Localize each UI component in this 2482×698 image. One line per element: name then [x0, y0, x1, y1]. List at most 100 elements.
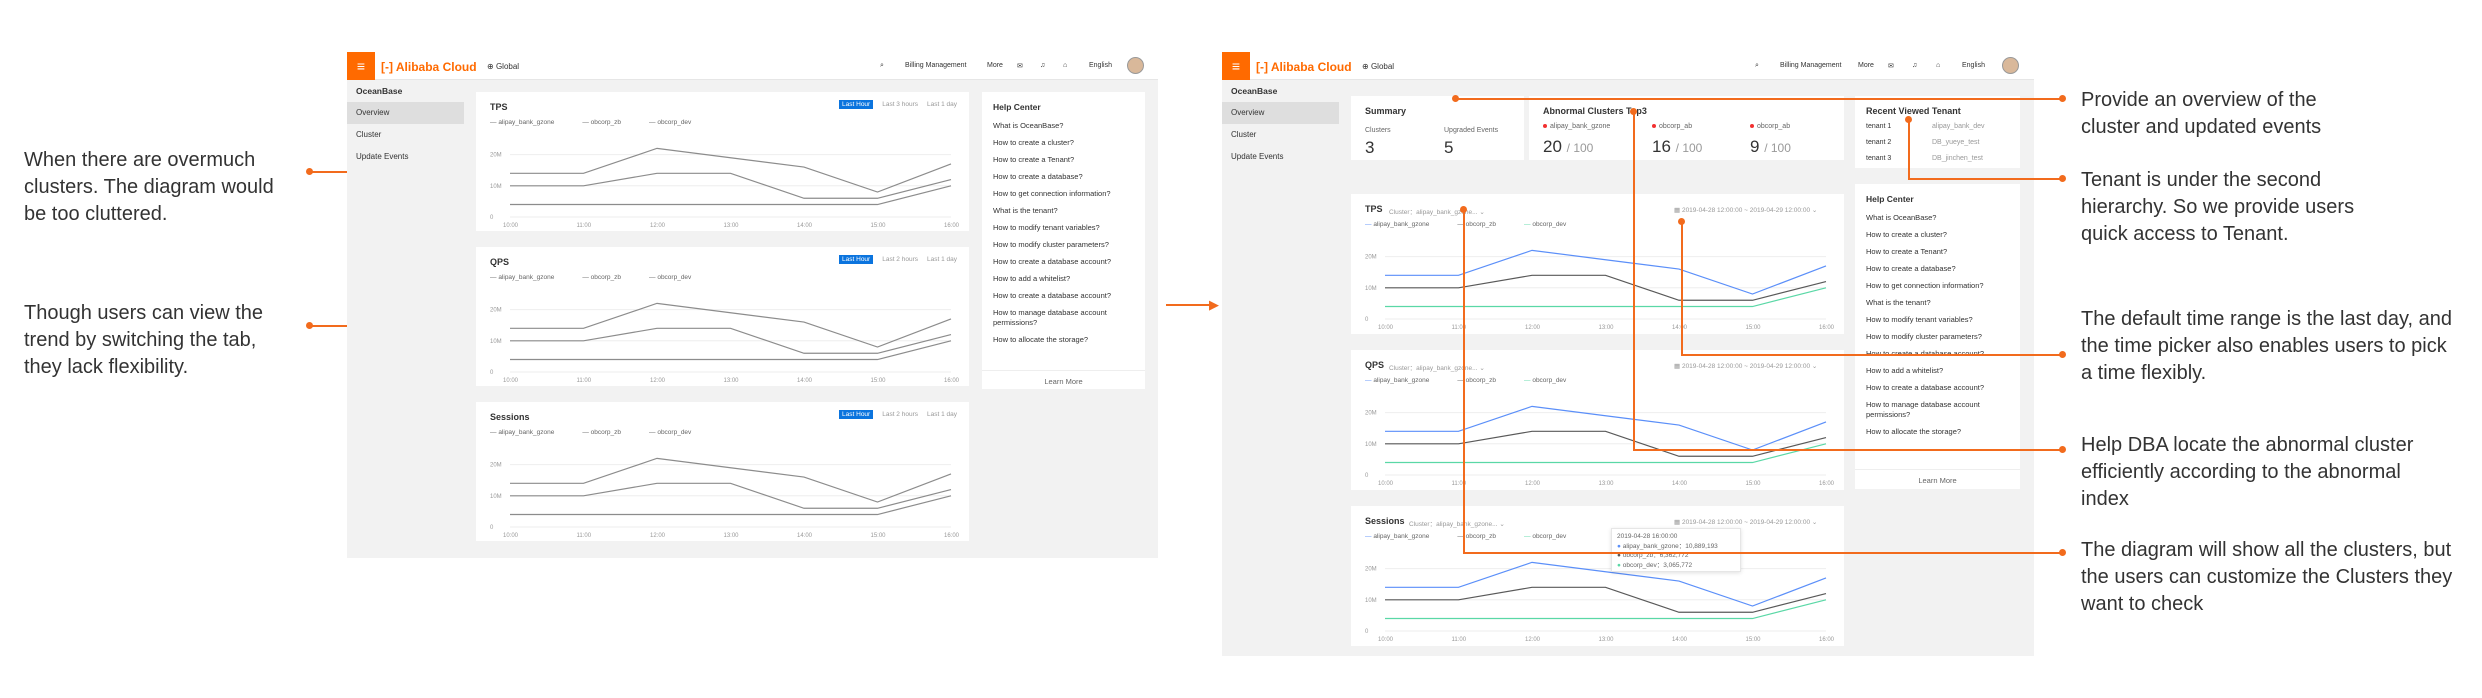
help-link[interactable]: How to create a cluster?	[993, 138, 1074, 147]
billing-link[interactable]: Billing Management	[905, 62, 967, 69]
region-selector[interactable]: ⊕ Global	[487, 62, 520, 71]
series-line-alipay-bank-gzone[interactable]	[510, 302, 952, 348]
sidebar-item-cluster[interactable]: Cluster	[356, 130, 382, 139]
menu-icon[interactable]: ≡	[1222, 52, 1250, 80]
sidebar-item-cluster[interactable]: Cluster	[1231, 130, 1257, 139]
menu-icon[interactable]: ≡	[347, 52, 375, 80]
tab-last-1-day[interactable]: Last 1 day	[927, 101, 957, 108]
help-link[interactable]: How to create a database?	[993, 172, 1083, 181]
series-line-obcorp-dev[interactable]	[1385, 443, 1827, 464]
help-link[interactable]: How to modify cluster parameters?	[1866, 332, 1982, 341]
language-link[interactable]: English	[1962, 62, 1985, 69]
cluster-select[interactable]: Cluster：alipay_bank_gzone... ⌄	[1389, 209, 1485, 216]
series-line-obcorp-zb[interactable]	[1385, 274, 1827, 301]
series-line-obcorp-dev[interactable]	[1385, 599, 1827, 620]
series-line-obcorp-dev[interactable]	[510, 185, 952, 206]
series-line-obcorp-zb[interactable]	[1385, 586, 1827, 613]
help-link[interactable]: How to create a database account?	[1866, 349, 2021, 359]
tab-last-1-day[interactable]: Last 1 day	[927, 411, 957, 418]
help-link[interactable]: How to modify cluster parameters?	[993, 240, 1109, 249]
bell-icon[interactable]: ♫	[1040, 62, 1046, 69]
language-link[interactable]: English	[1089, 62, 1112, 69]
avatar[interactable]	[1127, 57, 1144, 74]
help-link[interactable]: How to get connection information?	[993, 189, 1111, 198]
search-icon[interactable]: ⌕	[880, 62, 884, 69]
more-link[interactable]: More	[987, 62, 1003, 69]
tenant-link[interactable]: tenant 2	[1866, 139, 1892, 146]
help-link[interactable]: How to allocate the storage?	[1866, 427, 1962, 436]
abnormal-value: 16 / 100	[1652, 137, 1703, 156]
learn-more-link[interactable]: Learn More	[982, 370, 1145, 386]
series-line-obcorp-dev[interactable]	[510, 495, 952, 516]
tab-last-1-day[interactable]: Last 1 day	[927, 256, 957, 263]
sidebar-item-update-events[interactable]: Update Events	[356, 152, 409, 161]
tenant-link[interactable]: tenant 1	[1866, 123, 1892, 130]
series-line-obcorp-zb[interactable]	[510, 172, 952, 199]
help-link[interactable]: How to add a whitelist?	[1866, 366, 1944, 375]
help-link[interactable]: How to create a Tenant?	[993, 155, 1075, 164]
help-link[interactable]: What is the tenant?	[993, 206, 1058, 215]
tab-last-3-hours[interactable]: Last 3 hours	[882, 101, 918, 108]
avatar[interactable]	[2002, 57, 2019, 74]
series-line-alipay-bank-gzone[interactable]	[510, 147, 952, 193]
tenant-db[interactable]: DB_jinchen_test	[1932, 155, 1983, 162]
series-line-alipay-bank-gzone[interactable]	[1385, 249, 1827, 295]
mail-icon[interactable]: ✉	[1888, 63, 1894, 70]
help-link[interactable]: How to create a database account?	[993, 257, 1111, 266]
help-link[interactable]: How to allocate the storage?	[993, 335, 1089, 344]
region-selector[interactable]: ⊕ Global	[1362, 62, 1395, 71]
help-link[interactable]: How to create a cluster?	[1866, 230, 1947, 239]
series-line-alipay-bank-gzone[interactable]	[510, 457, 952, 503]
learn-more-link[interactable]: Learn More	[1855, 469, 2020, 485]
abnormal-item[interactable]: obcorp_ab	[1750, 123, 1790, 130]
home-icon[interactable]: ⌂	[1063, 62, 1068, 69]
bell-icon[interactable]: ♫	[1912, 62, 1918, 69]
tenant-link[interactable]: tenant 3	[1866, 155, 1892, 162]
series-line-obcorp-dev[interactable]	[1385, 287, 1827, 308]
series-line-obcorp-zb[interactable]	[510, 327, 952, 354]
help-link[interactable]: How to manage database account permissio…	[993, 308, 1107, 327]
billing-link[interactable]: Billing Management	[1780, 62, 1842, 69]
series-line-obcorp-zb[interactable]	[510, 482, 952, 509]
help-link[interactable]: What is the tenant?	[1866, 298, 1931, 307]
mail-icon[interactable]: ✉	[1017, 63, 1023, 70]
tab-last-2-hours[interactable]: Last 2 hours	[882, 411, 918, 418]
annotation-dot	[2059, 175, 2066, 182]
help-link[interactable]: How to create a database?	[1866, 264, 1956, 273]
clusters-value[interactable]: 3	[1365, 138, 1375, 157]
tenant-db[interactable]: DB_yueye_test	[1932, 139, 1980, 146]
help-link[interactable]: How to modify tenant variables?	[1866, 315, 1973, 324]
tab-last-hour[interactable]: Last Hour	[839, 410, 874, 419]
tab-last-2-hours[interactable]: Last 2 hours	[882, 256, 918, 263]
help-link[interactable]: How to modify tenant variables?	[993, 223, 1100, 232]
sidebar-item-overview[interactable]: Overview	[347, 102, 464, 124]
cluster-select[interactable]: Cluster：alipay_bank_gzone... ⌄	[1389, 365, 1485, 372]
help-link[interactable]: How to get connection information?	[1866, 281, 1984, 290]
time-picker[interactable]: ▦ 2019-04-28 12:00:00 ~ 2019-04-29 12:00…	[1674, 519, 1818, 526]
time-picker[interactable]: ▦ 2019-04-28 12:00:00 ~ 2019-04-29 12:00…	[1674, 363, 1818, 370]
help-link[interactable]: How to create a Tenant?	[1866, 247, 1948, 256]
help-link[interactable]: How to create a database account?	[993, 291, 1111, 300]
help-link[interactable]: How to add a whitelist?	[993, 274, 1071, 283]
abnormal-item[interactable]: obcorp_ab	[1652, 123, 1692, 130]
series-line-obcorp-zb[interactable]	[1385, 430, 1827, 457]
series-line-obcorp-dev[interactable]	[510, 340, 952, 361]
help-link[interactable]: What is OceanBase?	[993, 121, 1064, 130]
abnormal-item[interactable]: alipay_bank_gzone	[1543, 123, 1610, 130]
search-icon[interactable]: ⌕	[1755, 62, 1759, 69]
help-link[interactable]: What is OceanBase?	[1866, 213, 1937, 222]
tenant-db[interactable]: alipay_bank_dev	[1932, 123, 1985, 130]
legend-item: — alipay_bank_gzone	[490, 429, 555, 436]
more-link[interactable]: More	[1858, 62, 1874, 69]
sidebar-item-overview[interactable]: Overview	[1222, 102, 1339, 124]
help-link[interactable]: How to manage database account permissio…	[1866, 400, 1980, 419]
home-icon[interactable]: ⌂	[1936, 62, 1941, 69]
tab-last-hour[interactable]: Last Hour	[839, 100, 874, 109]
events-value[interactable]: 5	[1444, 138, 1454, 157]
help-link[interactable]: How to create a database account?	[1866, 383, 1984, 392]
time-picker[interactable]: ▦ 2019-04-28 12:00:00 ~ 2019-04-29 12:00…	[1674, 207, 1818, 214]
tab-last-hour[interactable]: Last Hour	[839, 255, 874, 264]
sidebar-item-update-events[interactable]: Update Events	[1231, 152, 1284, 161]
cluster-select[interactable]: Cluster：alipay_bank_gzone... ⌄	[1409, 521, 1505, 528]
series-line-alipay-bank-gzone[interactable]	[1385, 561, 1827, 607]
